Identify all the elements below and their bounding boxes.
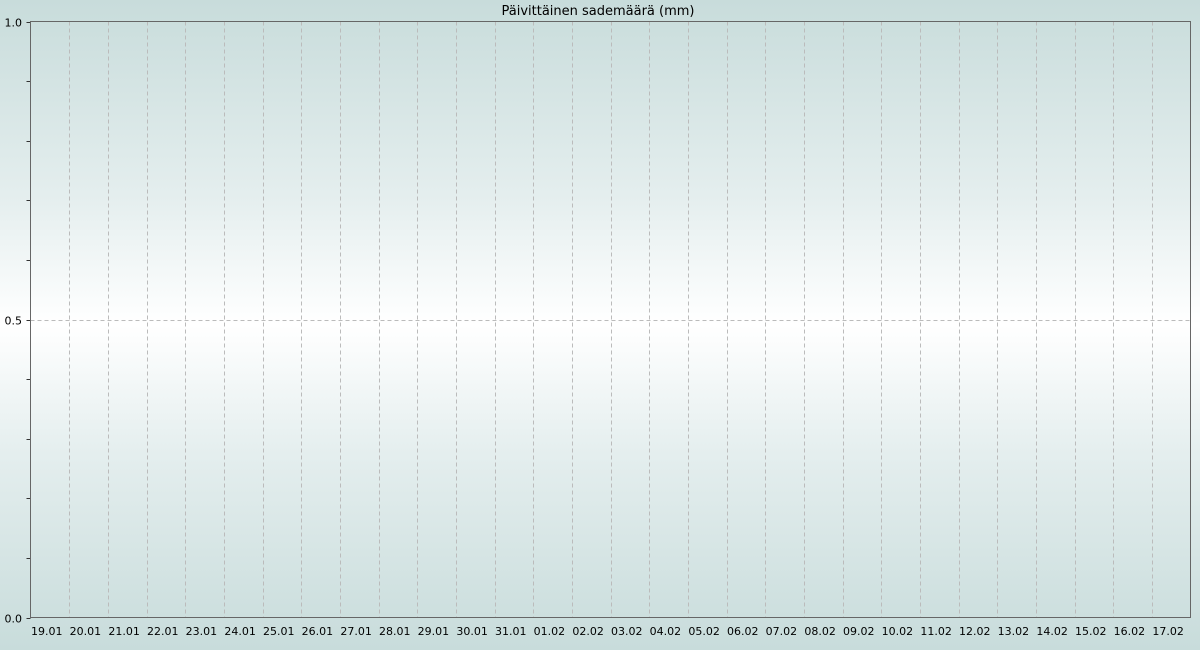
y-tick-label: 0.0 [5, 613, 23, 626]
x-tick-label: 01.02 [534, 625, 566, 638]
x-tick-label: 23.01 [186, 625, 218, 638]
x-tick-label: 28.01 [379, 625, 411, 638]
y-tick-label: 1.0 [5, 17, 23, 30]
y-axis: 0.0 0.5 1.0 [5, 17, 31, 626]
x-tick-label: 27.01 [340, 625, 372, 638]
x-tick-label: 15.02 [1075, 625, 1107, 638]
x-tick-label: 17.02 [1152, 625, 1184, 638]
x-tick-label: 03.02 [611, 625, 643, 638]
x-tick-label: 21.01 [108, 625, 140, 638]
grid-lines [30, 21, 1191, 618]
x-tick-label: 08.02 [804, 625, 836, 638]
x-tick-label: 29.01 [418, 625, 450, 638]
x-tick-label: 02.02 [572, 625, 604, 638]
x-tick-label: 10.02 [882, 625, 914, 638]
plot-frame [30, 21, 1191, 618]
x-tick-label: 19.01 [31, 625, 63, 638]
x-tick-label: 05.02 [688, 625, 720, 638]
x-tick-label: 20.01 [70, 625, 102, 638]
x-tick-label: 30.01 [456, 625, 488, 638]
x-axis-labels: 19.01 20.01 21.01 22.01 23.01 24.01 25.01 26.01… [31, 625, 1184, 638]
x-tick-label: 07.02 [766, 625, 798, 638]
x-tick-label: 06.02 [727, 625, 759, 638]
x-tick-label: 25.01 [263, 625, 295, 638]
x-tick-label: 24.01 [224, 625, 256, 638]
x-tick-label: 12.02 [959, 625, 991, 638]
x-tick-label: 31.01 [495, 625, 527, 638]
x-tick-label: 22.01 [147, 625, 179, 638]
x-tick-label: 13.02 [998, 625, 1030, 638]
x-tick-label: 14.02 [1036, 625, 1068, 638]
y-tick-label: 0.5 [5, 315, 23, 328]
x-tick-label: 09.02 [843, 625, 875, 638]
x-tick-label: 11.02 [920, 625, 952, 638]
x-tick-label: 26.01 [302, 625, 334, 638]
chart-title: Päivittäinen sademäärä (mm) [501, 4, 694, 19]
x-tick-label: 04.02 [650, 625, 682, 638]
x-tick-label: 16.02 [1114, 625, 1146, 638]
